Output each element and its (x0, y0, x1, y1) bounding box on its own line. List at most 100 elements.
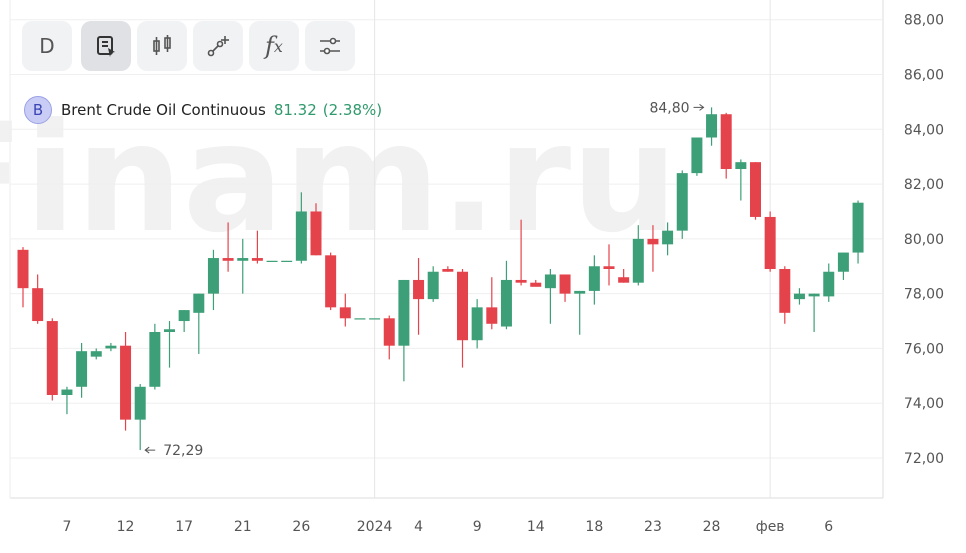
x-tick-label: 26 (292, 519, 310, 535)
candle-body (618, 277, 630, 283)
candle-body (46, 321, 58, 396)
candle-body (222, 258, 234, 261)
candle-body (764, 216, 776, 269)
legend-badge: B (24, 96, 52, 124)
candle-body (544, 274, 556, 289)
candle-body (339, 307, 351, 319)
y-tick-label: 72,00 (904, 451, 944, 467)
y-tick-label: 80,00 (904, 232, 944, 248)
candle-body (178, 310, 190, 322)
candle-body (720, 114, 732, 170)
candle-body (837, 252, 849, 272)
change: (2.38%) (322, 101, 383, 119)
candle-body (442, 268, 454, 272)
candle-body (500, 279, 512, 327)
y-tick-label: 86,00 (904, 68, 944, 84)
candle-body (105, 345, 117, 349)
candle-body (559, 274, 571, 294)
candle-body (647, 238, 659, 245)
candle-body (164, 329, 175, 332)
x-tick-label: 14 (527, 519, 545, 535)
candle-body (823, 271, 835, 297)
settings-button[interactable] (305, 21, 355, 71)
last-price: 81.32 (273, 101, 317, 119)
x-tick-label: 18 (585, 519, 603, 535)
candle-body (17, 249, 29, 289)
candle-body (295, 211, 307, 261)
candle-body (574, 290, 586, 294)
candle-body (383, 318, 395, 346)
candle-body (251, 258, 263, 261)
candle-body (603, 266, 615, 269)
candle-body (750, 162, 761, 217)
y-tick-label: 88,00 (904, 13, 944, 29)
candle-body (471, 307, 483, 341)
candle-body (61, 389, 73, 396)
candle-body (808, 293, 820, 297)
instrument-name: Brent Crude Oil Continuous (61, 101, 266, 119)
candle-body (588, 266, 600, 291)
candle-body (706, 114, 718, 138)
candle-body (354, 318, 366, 320)
candle-body (413, 279, 425, 300)
settings-icon (320, 37, 340, 55)
x-tick-label: 2024 (357, 519, 393, 535)
candle-body (76, 351, 88, 387)
chart-type-button[interactable] (137, 21, 187, 71)
x-tick-label: 28 (703, 519, 721, 535)
candle-body (427, 271, 439, 300)
candle-body (149, 332, 161, 387)
candles-icon (153, 35, 171, 55)
candle-body (369, 318, 381, 320)
candle-body (120, 345, 132, 420)
high-annotation: 84,80 (649, 100, 689, 116)
candle-body (266, 260, 278, 262)
y-tick-label: 74,00 (904, 396, 944, 412)
candle-body (486, 307, 498, 324)
legend: B Brent Crude Oil Continuous 81.32 (2.38… (24, 96, 382, 124)
x-tick-label: 6 (824, 519, 833, 535)
drawing-icon (207, 36, 229, 57)
x-tick-label: 21 (234, 519, 252, 535)
x-tick-label: 23 (644, 519, 662, 535)
candle-body (325, 255, 337, 308)
candle-body (793, 293, 805, 300)
x-tick-label: 17 (175, 519, 193, 535)
candle-body (281, 260, 293, 262)
candle-body (735, 162, 747, 170)
candle-body (632, 238, 644, 283)
candle-body (134, 386, 146, 420)
annotation-arrow (693, 103, 705, 111)
fx-f: f (265, 32, 274, 60)
candle-body (90, 351, 102, 357)
drawing-button[interactable] (193, 21, 243, 71)
x-tick-label: 9 (473, 519, 482, 535)
interval-label: D (39, 34, 55, 58)
x-tick-label: 4 (414, 519, 423, 535)
y-tick-label: 78,00 (904, 287, 944, 303)
annotation-arrow (144, 446, 156, 454)
low-annotation: 72,29 (163, 443, 203, 459)
candle-body (779, 268, 791, 313)
candle-body (237, 258, 249, 261)
watermark: Finam.ru (0, 92, 678, 266)
x-tick-label: 7 (62, 519, 71, 535)
notes-icon (97, 36, 115, 57)
x-tick-label: фев (756, 519, 785, 535)
candle-body (310, 211, 322, 256)
candle-body (676, 173, 688, 231)
notes-button[interactable] (81, 21, 131, 71)
candle-body (398, 279, 410, 346)
candle-body (852, 202, 864, 253)
y-tick-label: 82,00 (904, 177, 944, 193)
candle-body (662, 230, 674, 245)
y-tick-label: 76,00 (904, 341, 944, 357)
y-tick-label: 84,00 (904, 122, 944, 138)
interval-button[interactable]: D (22, 21, 72, 71)
candle-body (530, 282, 542, 287)
x-tick-label: 12 (117, 519, 135, 535)
candle-body (515, 279, 527, 283)
